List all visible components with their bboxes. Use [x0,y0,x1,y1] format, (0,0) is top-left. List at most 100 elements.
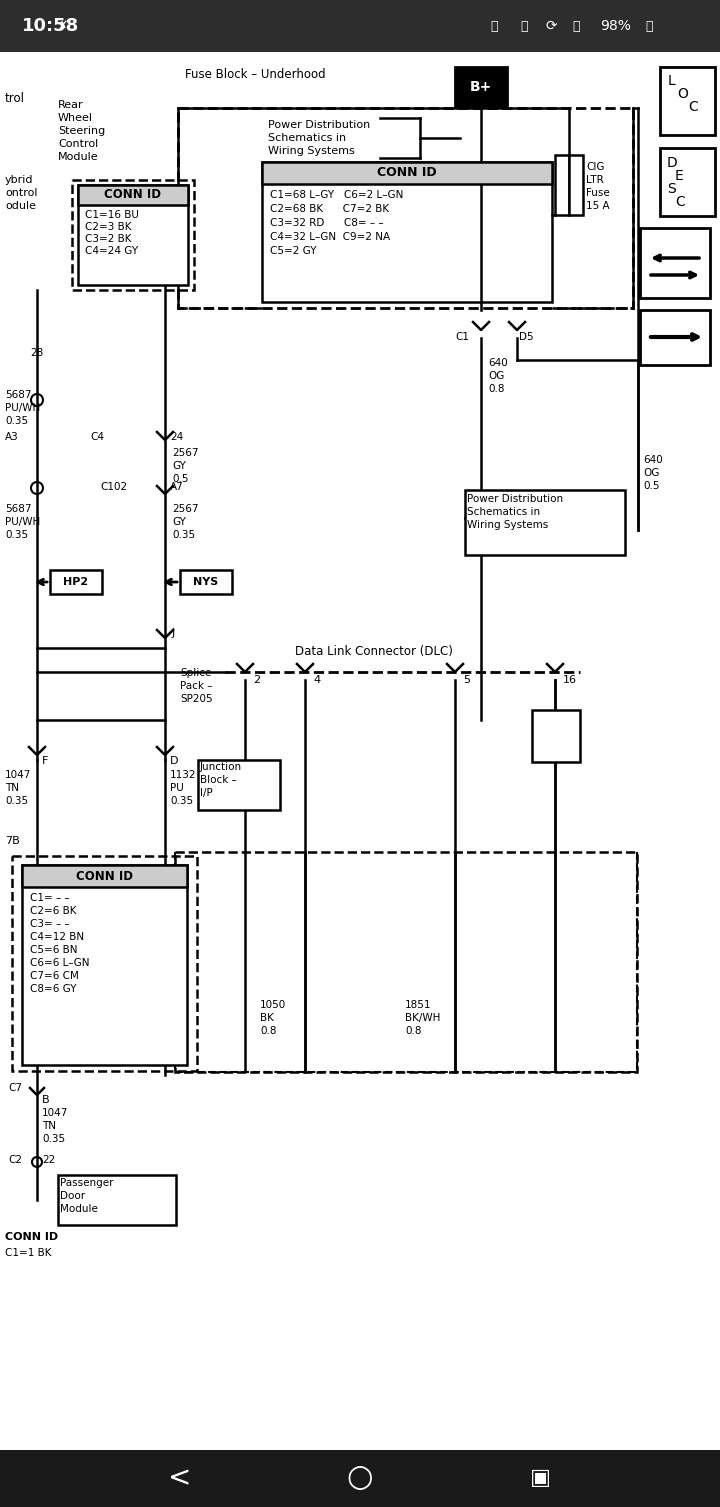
Text: 640: 640 [488,359,508,368]
Text: Module: Module [60,1204,98,1215]
Text: ⟳: ⟳ [545,20,557,33]
Text: C5=6 BN: C5=6 BN [30,945,78,955]
Text: TN: TN [5,784,19,793]
Text: 1132: 1132 [170,770,197,781]
Text: 1851: 1851 [405,1001,431,1010]
Text: 🔋: 🔋 [645,20,652,33]
Text: C1=16 BU: C1=16 BU [85,209,139,220]
Text: C2=3 BK: C2=3 BK [85,222,132,232]
Text: HP2: HP2 [63,577,89,588]
Text: 0.5: 0.5 [643,481,660,491]
Text: 10:58: 10:58 [22,17,79,35]
Bar [22,865,187,888]
Bar [0,1450,720,1507]
Text: E: E [675,169,684,182]
Bar [180,570,232,594]
Text: C1: C1 [455,332,469,342]
Text: D: D [667,157,678,170]
Bar [532,710,580,763]
Bar [58,1175,176,1225]
Text: CONN ID: CONN ID [104,188,161,202]
Text: Schematics in: Schematics in [467,506,540,517]
Bar [640,310,710,365]
Text: 0.35: 0.35 [42,1133,65,1144]
Bar [198,760,280,809]
Text: C2: C2 [8,1154,22,1165]
Text: 15 A: 15 A [586,200,610,211]
Text: 7B: 7B [5,836,19,845]
Text: 16: 16 [563,675,577,686]
Text: C6=6 L–GN: C6=6 L–GN [30,958,89,967]
Text: 0.8: 0.8 [405,1026,421,1035]
Text: 2: 2 [253,675,260,686]
Text: Schematics in: Schematics in [268,133,346,143]
Text: Fuse Block – Underhood: Fuse Block – Underhood [185,68,325,81]
Text: Passenger: Passenger [60,1178,114,1188]
Text: 28: 28 [30,348,43,359]
Text: ▣: ▣ [529,1468,551,1487]
Bar [50,570,102,594]
Text: C: C [688,99,698,115]
Text: OG: OG [643,469,660,478]
Text: C4=12 BN: C4=12 BN [30,931,84,942]
Text: GY: GY [172,461,186,472]
Text: 5687: 5687 [5,390,32,399]
Text: 0.5: 0.5 [172,475,189,484]
Text: Pack –: Pack – [180,681,212,692]
Bar [22,865,187,1065]
Text: CIG: CIG [586,161,605,172]
Text: C4=24 GY: C4=24 GY [85,246,138,256]
Text: 📶: 📶 [572,20,580,33]
Bar [12,856,197,1071]
Text: C8=6 GY: C8=6 GY [30,984,76,995]
Text: C1= – –: C1= – – [30,894,70,903]
Text: C7: C7 [8,1084,22,1093]
Text: Rear: Rear [58,99,84,110]
Text: 2567: 2567 [172,448,199,458]
Text: ○: ○ [347,1463,373,1492]
Text: Junction: Junction [200,763,242,772]
Text: 1047: 1047 [5,770,32,781]
Text: 0.35: 0.35 [5,796,28,806]
Text: 1050: 1050 [260,1001,287,1010]
Text: CONN ID: CONN ID [377,166,437,179]
Text: C: C [675,194,685,209]
Text: C7=6 CM: C7=6 CM [30,971,79,981]
Text: 24: 24 [170,433,184,442]
Text: Module: Module [58,152,99,161]
Bar [262,161,552,301]
Text: PU/WH: PU/WH [5,517,40,527]
Text: Splice: Splice [180,668,212,678]
Bar [640,228,710,298]
Text: Door: Door [60,1191,85,1201]
Text: C3=32 RD      C8= – –: C3=32 RD C8= – – [270,219,384,228]
Text: 0.35: 0.35 [5,530,28,540]
Bar [175,851,637,1071]
Text: O: O [677,87,688,101]
Text: A3: A3 [5,433,19,442]
Text: 98%: 98% [600,20,631,33]
Text: I/P: I/P [200,788,212,799]
Bar [465,490,625,555]
Text: C3= – –: C3= – – [30,919,70,928]
Text: Data Link Connector (DLC): Data Link Connector (DLC) [295,645,453,659]
Text: <: < [168,1463,192,1492]
Text: OG: OG [488,371,505,381]
Bar [78,185,188,205]
Text: TN: TN [42,1121,56,1130]
Text: CONN ID: CONN ID [5,1233,58,1242]
Text: L: L [668,74,676,87]
Text: trol: trol [5,92,25,105]
Bar [72,179,194,289]
Text: Block –: Block – [200,775,237,785]
Text: SP205: SP205 [180,695,212,704]
Text: 2567: 2567 [172,503,199,514]
Bar [455,66,507,107]
Text: CONN ID: CONN ID [76,870,132,883]
Text: PU: PU [170,784,184,793]
Text: Control: Control [58,139,98,149]
Text: B+: B+ [470,80,492,93]
Text: 0.8: 0.8 [260,1026,276,1035]
Text: C4: C4 [90,433,104,442]
Text: D: D [170,757,179,766]
